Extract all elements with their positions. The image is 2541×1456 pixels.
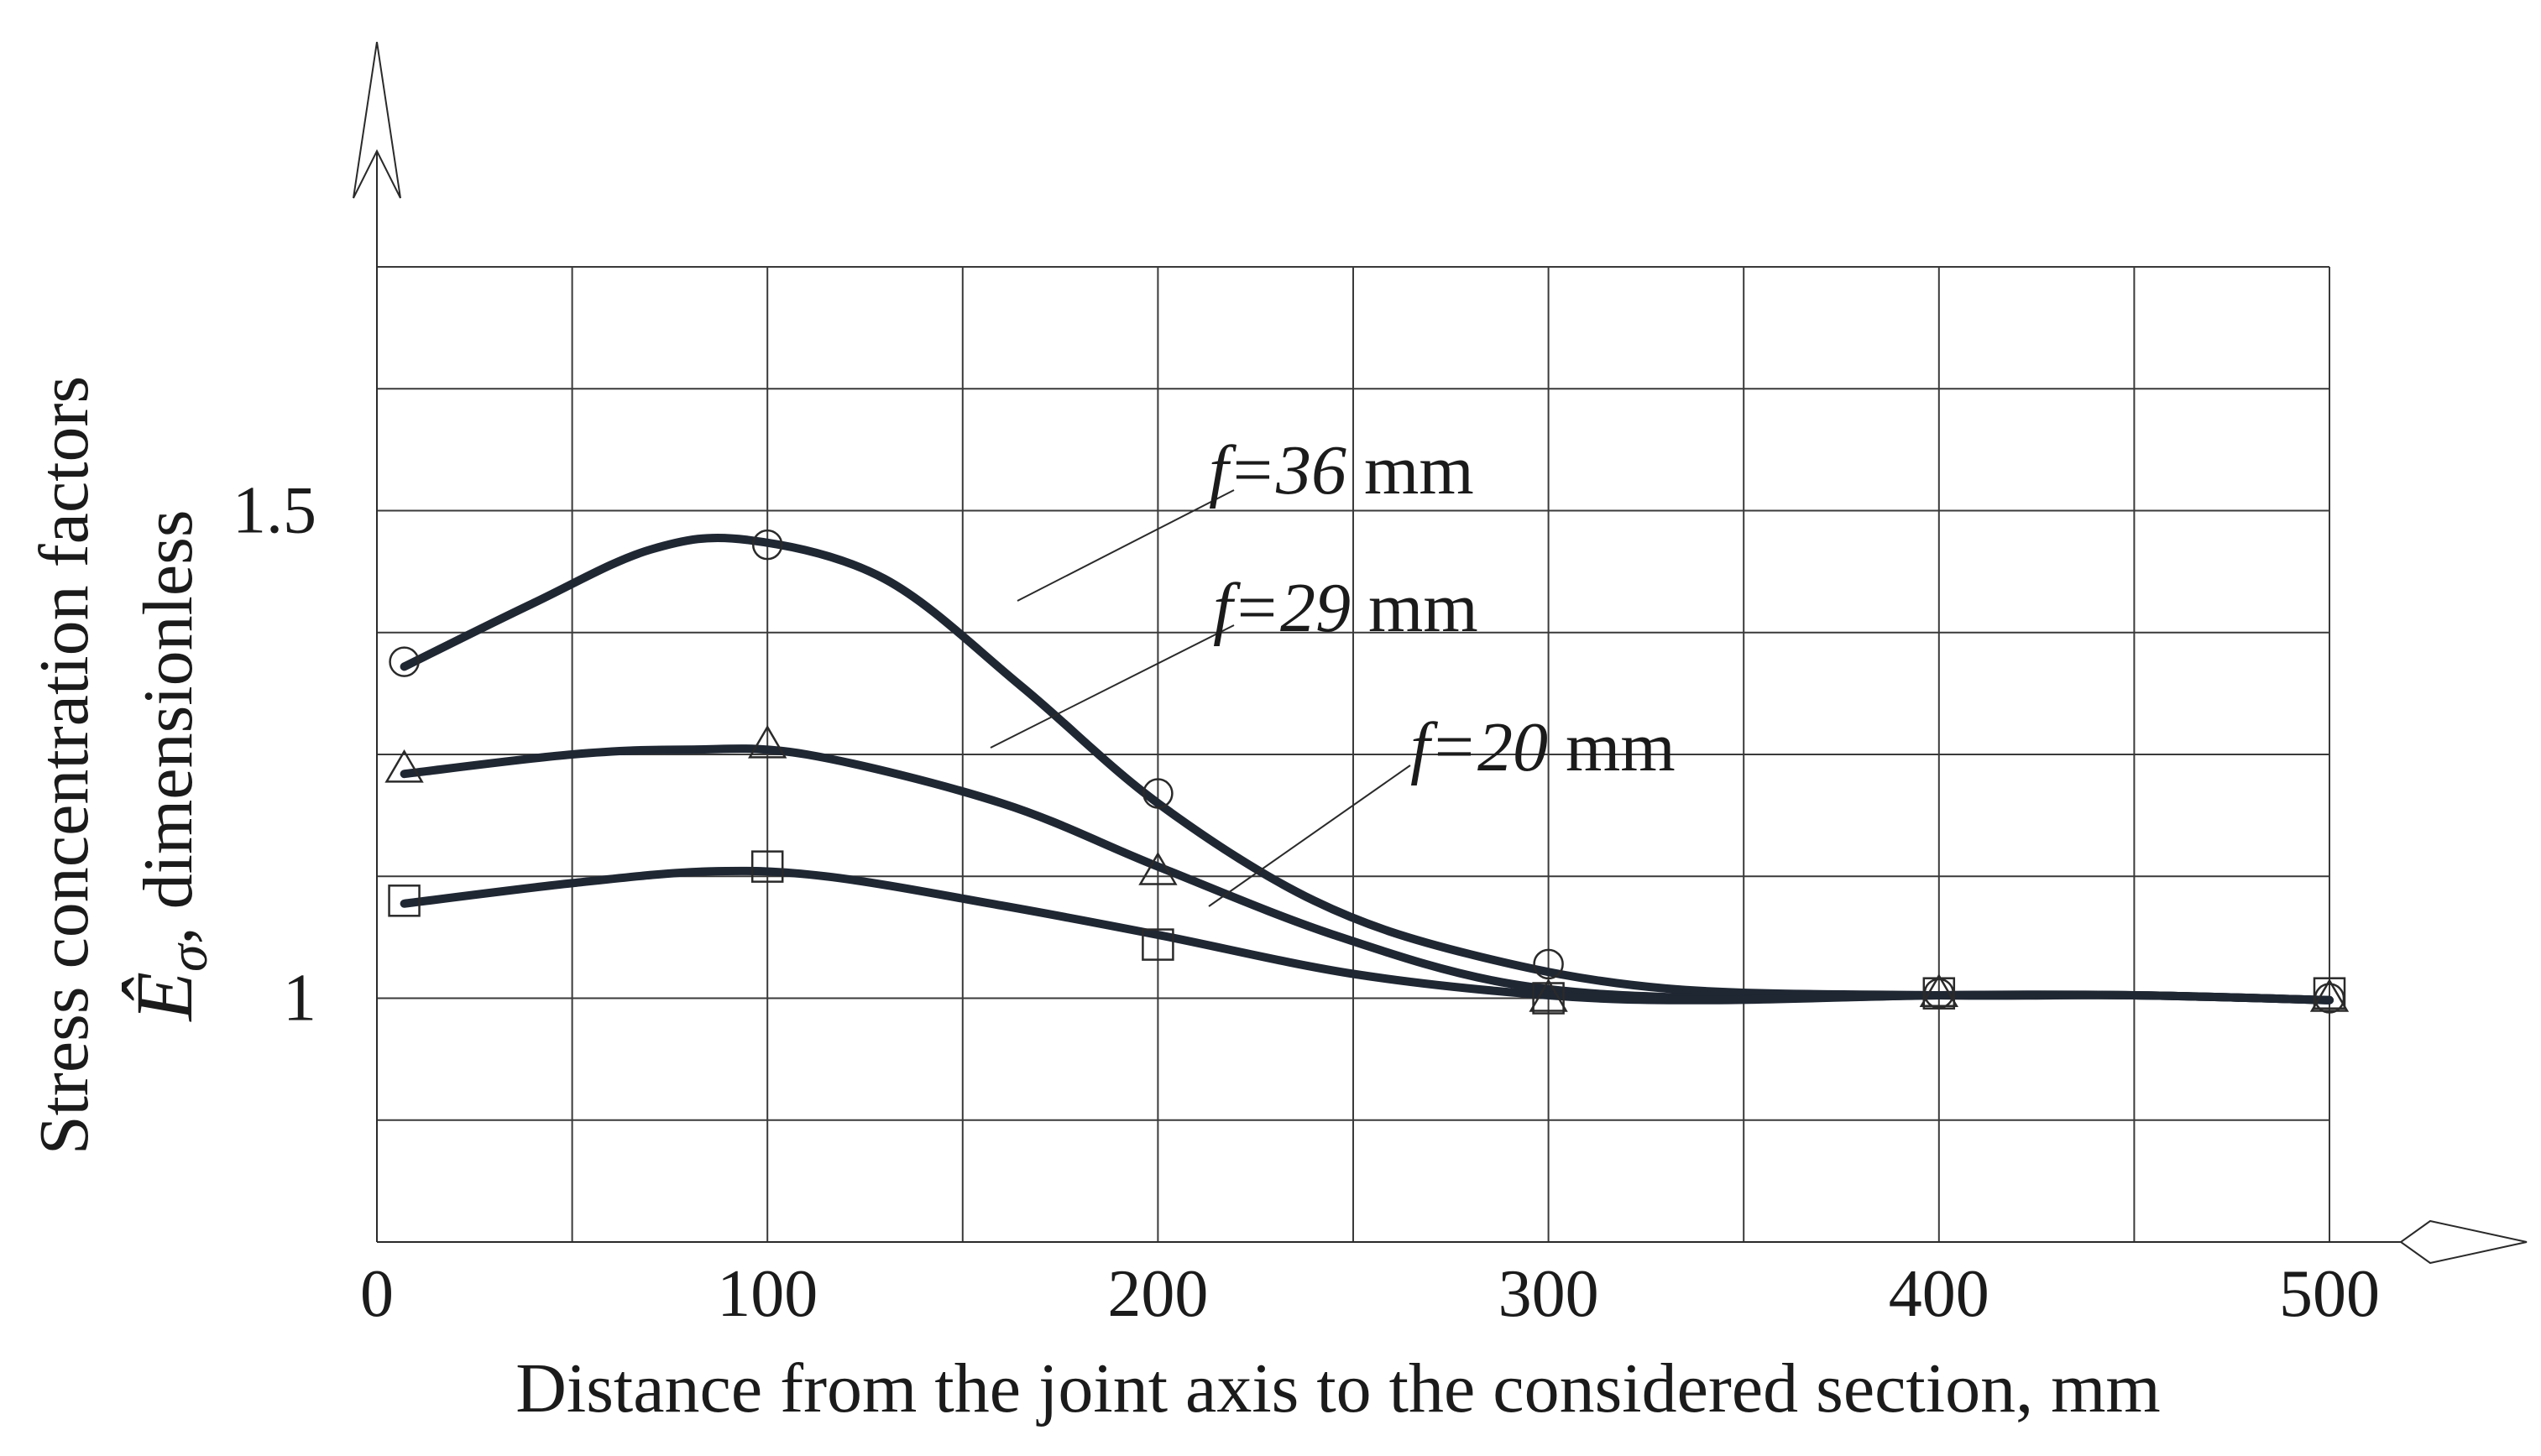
- series-label-2-value: =29: [1232, 569, 1351, 647]
- y-axis-title-line-1: Stress concentration factors: [25, 376, 103, 1155]
- x-axis-title: Distance from the joint axis to the cons…: [515, 1349, 2161, 1427]
- y-axis-arrow: [353, 41, 401, 1242]
- x-tick-label-4: 400: [1889, 1257, 1989, 1331]
- series-lines: [400, 533, 2334, 1005]
- marker-series-2-point-5: [2309, 978, 2350, 1012]
- y-axis-symbol: Ê: [119, 972, 209, 1023]
- series-label-3-unit: mm: [1548, 708, 1676, 786]
- y-tick-labels: 1.51: [233, 474, 316, 1036]
- leader-line-series-2: [990, 624, 1235, 749]
- series-label-1: f=36 mm: [1209, 431, 1474, 509]
- x-tick-label-5: 500: [2279, 1257, 2380, 1331]
- marker-series-2-point-1: [748, 724, 787, 759]
- y-tick-label-0: 1.5: [233, 474, 316, 548]
- marker-series-3-point-5: [2313, 977, 2346, 1010]
- marker-series-1-point-0: [389, 646, 420, 677]
- series-label-2-unit: mm: [1351, 569, 1478, 647]
- x-tick-label-3: 300: [1498, 1257, 1599, 1331]
- marker-series-2-point-4: [1919, 973, 1958, 1007]
- series-label-3: f=20 mm: [1410, 708, 1676, 786]
- x-axis-arrow: [377, 1219, 2528, 1265]
- leader-line-series-3: [1208, 765, 1411, 907]
- y-axis-title-rest: , dimensionless: [129, 509, 207, 944]
- marker-series-2-point-3: [1529, 978, 1568, 1012]
- x-tick-labels: 0 100 200 300 400 500: [360, 1257, 2380, 1331]
- series-leader-lines: [990, 489, 1411, 907]
- series-label-1-unit: mm: [1346, 431, 1474, 509]
- marker-series-3-point-2: [1142, 928, 1174, 961]
- y-axis-title-line-2: Êσ, dimensionless: [119, 509, 219, 1022]
- series-label-2: f=29 mm: [1213, 569, 1478, 647]
- x-tick-label-2: 200: [1107, 1257, 1208, 1331]
- marker-series-1-point-3: [1533, 948, 1564, 980]
- y-axis-subscript: σ: [158, 942, 219, 972]
- series-labels: f=36 mm f=29 mm f=20 mm: [1209, 431, 1676, 786]
- marker-series-3-point-0: [388, 885, 421, 917]
- marker-series-3-point-1: [750, 850, 784, 883]
- axes: [353, 41, 2528, 1265]
- marker-series-3-point-3: [1532, 982, 1565, 1015]
- marker-series-1-point-1: [751, 529, 783, 561]
- marker-series-2-point-0: [384, 749, 424, 783]
- marker-series-2-point-2: [1138, 851, 1178, 885]
- marker-series-3-point-4: [1922, 977, 1956, 1010]
- leader-line-series-1: [1017, 489, 1235, 602]
- series-markers: [384, 529, 2350, 1015]
- series-label-1-value: =36: [1228, 431, 1346, 509]
- series-label-3-value: =20: [1430, 708, 1548, 786]
- grid: [376, 266, 2330, 1243]
- marker-series-1-point-2: [1142, 778, 1174, 809]
- x-tick-label-0: 0: [360, 1257, 394, 1331]
- y-tick-label-1: 1: [283, 962, 316, 1036]
- x-tick-label-1: 100: [717, 1257, 818, 1331]
- series-line-3: [400, 866, 2334, 1005]
